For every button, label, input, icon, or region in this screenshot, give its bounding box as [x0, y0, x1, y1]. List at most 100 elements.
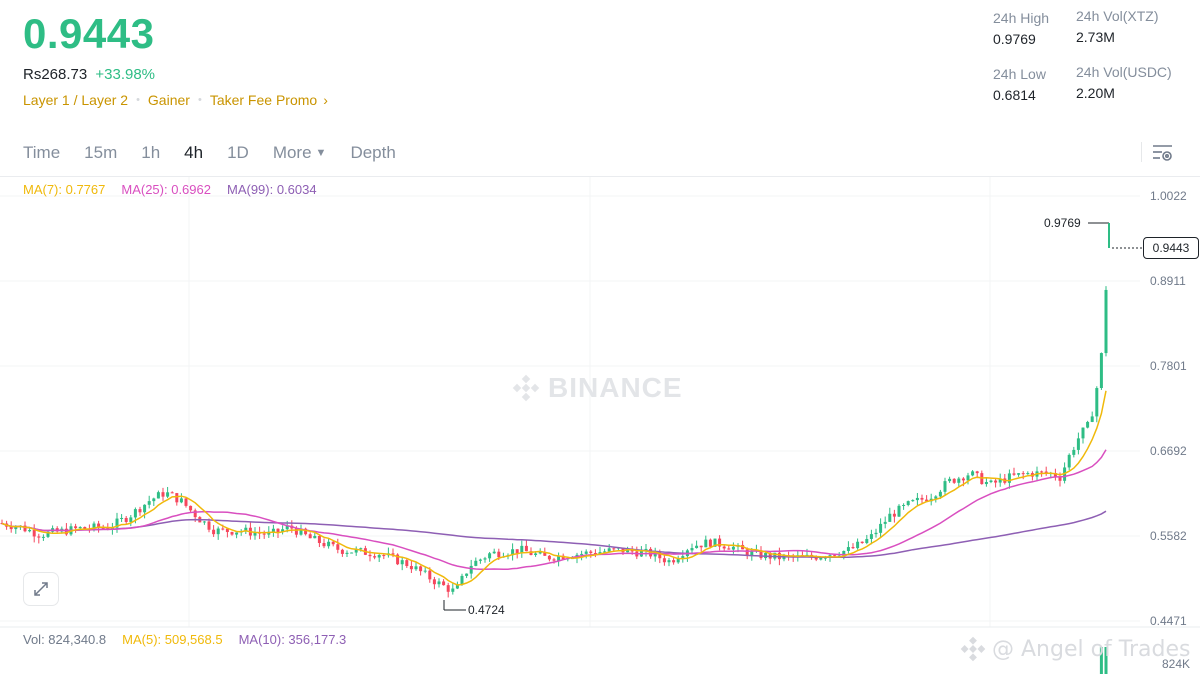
binance-logo-icon: [512, 374, 540, 402]
candle: [488, 551, 492, 562]
candle: [423, 566, 427, 574]
candle: [156, 490, 160, 499]
chevron-right-icon[interactable]: ›: [323, 92, 328, 108]
candle: [161, 487, 165, 501]
price-change: +33.98%: [95, 66, 156, 83]
candle: [124, 515, 128, 525]
candle: [865, 534, 869, 545]
candle: [846, 541, 850, 554]
candle: [681, 550, 685, 563]
ma99-legend: MA(99): 0.6034: [226, 182, 317, 197]
candle: [520, 540, 524, 558]
candle: [1021, 471, 1025, 480]
stat-label: 24h Low: [993, 66, 1046, 82]
candle: [874, 528, 878, 538]
candle: [465, 573, 469, 579]
candle: [350, 552, 354, 554]
stat-value: 2.73M: [1076, 29, 1115, 45]
candle: [892, 509, 896, 523]
binance-logo-icon: [960, 636, 986, 662]
ma-legend: MA(7): 0.7767 MA(25): 0.6962 MA(99): 0.6…: [23, 182, 333, 197]
candle: [1017, 473, 1021, 477]
candle: [1053, 468, 1057, 481]
candle: [331, 540, 335, 547]
candle: [239, 529, 243, 536]
tab-more-label: More: [272, 143, 312, 162]
candle: [304, 527, 308, 536]
candle: [589, 549, 593, 558]
expand-icon: [34, 582, 48, 596]
candle: [879, 518, 883, 538]
candle: [994, 478, 998, 488]
candle: [212, 525, 216, 537]
candle: [984, 478, 988, 487]
fullscreen-button[interactable]: [23, 572, 59, 606]
stat-label: 24h High: [993, 10, 1050, 26]
candle: [442, 579, 446, 586]
candle: [451, 582, 455, 595]
candle: [1099, 352, 1103, 390]
tag-layer[interactable]: Layer 1 / Layer 2: [23, 92, 129, 108]
candle: [55, 526, 59, 533]
chart-settings-icon[interactable]: [1152, 142, 1174, 164]
candle: [524, 540, 528, 552]
candle: [414, 562, 418, 571]
volume-legend: Vol: 824,340.8 MA(5): 509,568.5 MA(10): …: [23, 632, 362, 647]
candle: [529, 547, 533, 556]
candle: [902, 503, 906, 510]
candle: [584, 549, 588, 559]
tab-15m[interactable]: 15m: [84, 143, 118, 162]
candle: [888, 507, 892, 522]
candle: [152, 497, 156, 506]
tab-4h[interactable]: 4h: [184, 143, 204, 162]
candle: [557, 552, 561, 567]
candle: [952, 478, 956, 484]
candle: [856, 538, 860, 550]
candle: [32, 524, 36, 543]
candle: [1007, 469, 1011, 489]
stat-value: 2.20M: [1076, 85, 1115, 101]
tab-depth[interactable]: Depth: [350, 143, 396, 162]
candle: [446, 582, 450, 598]
candle: [147, 495, 151, 509]
tab-time[interactable]: Time: [23, 143, 61, 162]
candle: [851, 543, 855, 550]
candle: [718, 535, 722, 551]
candle: [409, 560, 413, 574]
tab-more[interactable]: More ▼: [273, 143, 327, 163]
candle: [419, 565, 423, 576]
candle: [469, 559, 473, 579]
candle: [1086, 420, 1090, 429]
stat-24h-low: 24h Low 0.6814: [993, 66, 1046, 103]
candle: [1003, 473, 1007, 485]
candle: [184, 498, 188, 508]
stat-value: 0.9769: [993, 31, 1036, 47]
tag-list: Layer 1 / Layer 2 • Gainer • Taker Fee P…: [23, 92, 328, 108]
candle: [179, 493, 183, 504]
tag-gainer[interactable]: Gainer: [147, 92, 190, 108]
tab-1h[interactable]: 1h: [141, 143, 161, 162]
candle: [129, 515, 133, 527]
candle: [253, 527, 257, 540]
candle: [759, 546, 763, 560]
candle: [363, 545, 367, 556]
low-marker-label: 0.4724: [468, 603, 505, 617]
ma99-line: [1, 510, 1107, 559]
candle: [727, 545, 731, 550]
candle: [998, 473, 1002, 487]
candle: [308, 532, 312, 539]
tab-1d[interactable]: 1D: [227, 143, 249, 162]
candle: [313, 532, 317, 539]
stat-value: 0.6814: [993, 87, 1036, 103]
candle: [143, 504, 147, 519]
candle: [966, 472, 970, 485]
candle: [593, 549, 597, 558]
candle: [437, 578, 441, 588]
candle: [340, 548, 344, 557]
tag-promo[interactable]: Taker Fee Promo: [209, 92, 318, 108]
candle: [1095, 386, 1099, 423]
candle: [202, 520, 206, 525]
ma25-legend: MA(25): 0.6962: [121, 182, 211, 197]
candlestick-chart[interactable]: 1.0022 0.8911 0.7801 0.6692 0.5582 0.4471: [0, 177, 1200, 674]
candle: [400, 556, 404, 571]
